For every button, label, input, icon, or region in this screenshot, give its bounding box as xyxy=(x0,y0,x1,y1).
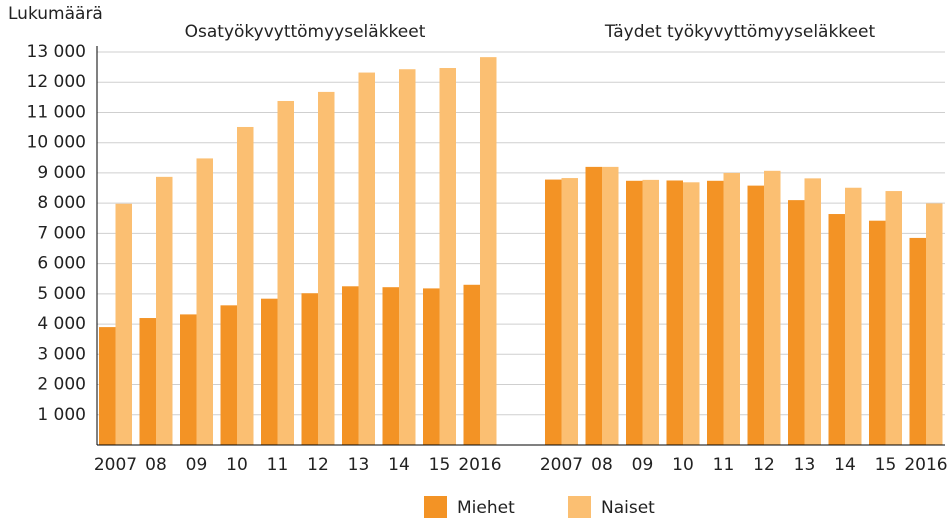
bar xyxy=(845,187,862,446)
bar xyxy=(237,126,254,446)
x-tick-label: 10 xyxy=(672,455,694,475)
bar xyxy=(885,191,902,445)
y-axis-label: Lukumäärä xyxy=(8,4,103,24)
bar xyxy=(561,178,578,445)
x-tick-label: 11 xyxy=(713,455,735,475)
legend-swatch xyxy=(568,496,591,518)
y-tick-label: 1 000 xyxy=(37,405,86,425)
bar xyxy=(626,180,643,445)
x-tick-label: 12 xyxy=(307,455,329,475)
bar xyxy=(196,158,213,446)
bar xyxy=(602,166,619,445)
panel-title: Osatyökyvyttömyyseläkkeet xyxy=(185,22,426,42)
y-tick-label: 8 000 xyxy=(37,193,86,213)
x-tick-label: 15 xyxy=(875,455,897,475)
bar xyxy=(666,180,683,445)
bar xyxy=(926,203,943,445)
bar xyxy=(156,176,173,445)
legend-label: Naiset xyxy=(601,498,655,518)
x-tick-label: 2007 xyxy=(94,455,137,475)
bar xyxy=(788,200,805,445)
x-tick-label: 2016 xyxy=(458,455,501,475)
panel-title: Täydet työkyvyttömyyseläkkeet xyxy=(604,22,876,42)
x-tick-label: 13 xyxy=(794,455,816,475)
y-tick-label: 12 000 xyxy=(27,72,86,92)
x-tick-label: 11 xyxy=(267,455,289,475)
bar xyxy=(480,57,497,446)
bar xyxy=(277,100,294,445)
bar xyxy=(764,170,781,445)
x-tick-label: 14 xyxy=(388,455,410,475)
bar xyxy=(318,91,335,446)
bar xyxy=(804,178,821,445)
bar xyxy=(115,203,132,445)
y-tick-label: 7 000 xyxy=(37,223,86,243)
bar xyxy=(909,237,926,445)
bar xyxy=(439,68,456,445)
x-tick-label: 13 xyxy=(348,455,370,475)
y-tick-label: 3 000 xyxy=(37,344,86,364)
bar xyxy=(828,214,845,445)
x-tick-label: 2007 xyxy=(540,455,583,475)
x-tick-label: 08 xyxy=(145,455,167,475)
legend-swatch xyxy=(424,496,447,518)
x-tick-label: 12 xyxy=(753,455,775,475)
bar xyxy=(358,72,375,446)
bar xyxy=(99,327,116,445)
x-tick-label: 2016 xyxy=(904,455,947,475)
bar xyxy=(463,284,480,445)
bar xyxy=(301,293,318,445)
bar xyxy=(723,172,740,445)
y-tick-label: 10 000 xyxy=(27,133,86,153)
y-tick-label: 6 000 xyxy=(37,254,86,274)
bar xyxy=(423,288,440,445)
y-tick-label: 11 000 xyxy=(27,102,86,122)
bar xyxy=(545,179,562,445)
bar xyxy=(261,298,278,445)
bar xyxy=(707,180,724,445)
y-tick-label: 9 000 xyxy=(37,163,86,183)
bar xyxy=(683,182,700,445)
y-tick-label: 4 000 xyxy=(37,314,86,334)
bar xyxy=(869,220,886,445)
y-tick-label: 5 000 xyxy=(37,284,86,304)
x-tick-label: 15 xyxy=(429,455,451,475)
bar xyxy=(139,318,156,445)
x-tick-label: 09 xyxy=(186,455,208,475)
bar xyxy=(382,287,399,445)
bar xyxy=(747,185,764,445)
y-tick-label: 2 000 xyxy=(37,375,86,395)
legend-label: Miehet xyxy=(457,498,515,518)
x-tick-label: 08 xyxy=(591,455,613,475)
bar xyxy=(585,166,602,445)
x-tick-label: 10 xyxy=(226,455,248,475)
bar xyxy=(342,286,359,445)
y-tick-label: 13 000 xyxy=(27,42,86,62)
bar xyxy=(220,305,237,445)
x-tick-label: 09 xyxy=(632,455,654,475)
bar xyxy=(399,69,416,445)
bar xyxy=(642,179,659,445)
bar xyxy=(180,314,197,445)
x-tick-label: 14 xyxy=(834,455,856,475)
